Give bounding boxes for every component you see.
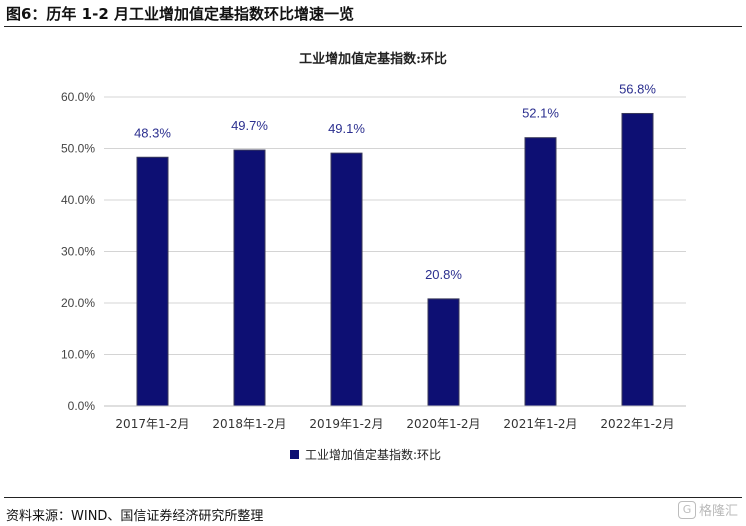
chart-title: 工业增加值定基指数:环比 xyxy=(299,51,447,67)
y-tick-label: 60.0% xyxy=(61,90,95,104)
x-tick-label: 2019年1-2月 xyxy=(309,417,383,431)
data-label: 56.8% xyxy=(619,81,656,96)
watermark-logo-icon: G xyxy=(677,500,696,519)
y-tick-label: 10.0% xyxy=(61,348,95,362)
data-label: 52.1% xyxy=(522,106,559,121)
data-label: 20.8% xyxy=(425,267,462,282)
x-tick-label: 2021年1-2月 xyxy=(503,417,577,431)
watermark: G 格隆汇 xyxy=(677,500,738,519)
x-tick-label: 2022年1-2月 xyxy=(600,417,674,431)
legend-swatch xyxy=(290,450,299,459)
x-tick-label: 2017年1-2月 xyxy=(115,417,189,431)
bar xyxy=(621,112,654,407)
x-tick-label: 2020年1-2月 xyxy=(406,417,480,431)
bar xyxy=(427,298,460,407)
bar xyxy=(233,149,266,407)
y-tick-label: 20.0% xyxy=(61,296,95,310)
legend-label: 工业增加值定基指数:环比 xyxy=(305,447,441,462)
y-tick-label: 50.0% xyxy=(61,142,95,156)
y-tick-label: 30.0% xyxy=(61,245,95,259)
source-note: 资料来源：WIND、国信证券经济研究所整理 xyxy=(6,509,264,524)
bar-chart: 工业增加值定基指数:环比 48.3% 49.7% 49.1% 20.8% 52.1% 56… xyxy=(61,51,686,462)
data-label: 49.1% xyxy=(328,121,365,136)
bottom-rule xyxy=(4,497,742,498)
x-tick-label: 2018年1-2月 xyxy=(212,417,286,431)
data-label: 48.3% xyxy=(134,125,171,140)
bar xyxy=(330,152,363,407)
top-rule xyxy=(4,26,742,27)
bar xyxy=(136,156,169,407)
y-tick-label: 0.0% xyxy=(68,399,96,413)
y-tick-label: 40.0% xyxy=(61,193,95,207)
data-label: 49.7% xyxy=(231,118,268,133)
watermark-text: 格隆汇 xyxy=(698,504,738,519)
bar xyxy=(524,137,557,407)
figure-title: 图6：历年 1-2 月工业增加值定基指数环比增速一览 xyxy=(6,5,354,23)
